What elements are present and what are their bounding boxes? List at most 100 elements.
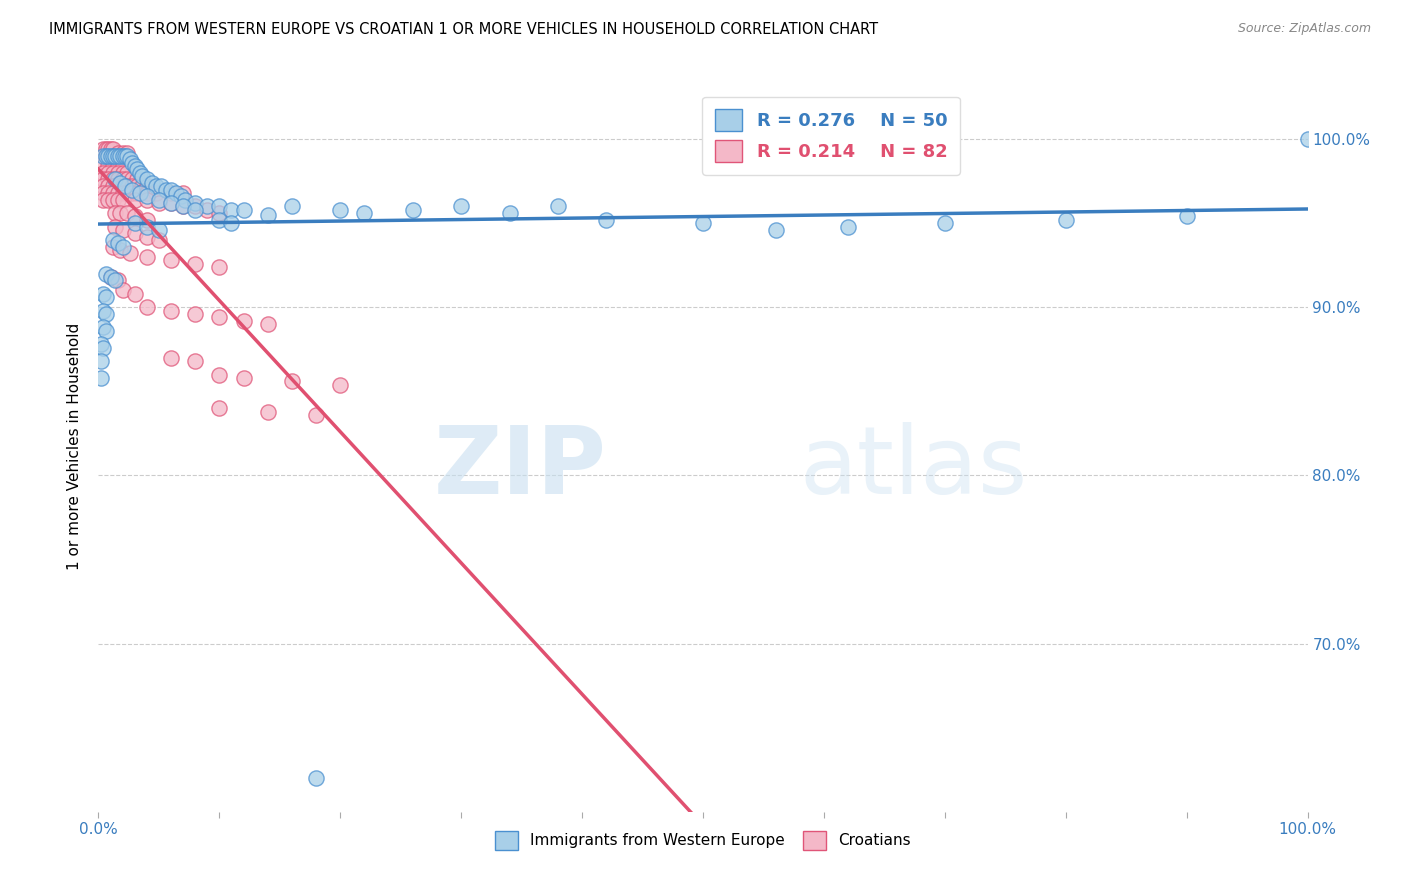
Point: [108, 206, 131, 220]
Point: [97, 166, 120, 180]
Point: [305, 771, 328, 785]
Point: [104, 273, 127, 287]
Point: [281, 199, 304, 213]
Point: [131, 179, 153, 194]
Point: [148, 233, 170, 247]
Point: [94, 267, 117, 281]
Point: [100, 142, 122, 156]
Y-axis label: 1 or more Vehicles in Household: 1 or more Vehicles in Household: [67, 322, 83, 570]
Point: [90, 337, 112, 351]
Point: [94, 307, 117, 321]
Text: ZIP: ZIP: [433, 422, 606, 514]
Point: [232, 314, 254, 328]
Point: [934, 216, 956, 230]
Point: [111, 145, 134, 160]
Point: [104, 153, 127, 167]
Point: [1296, 132, 1319, 146]
Point: [91, 172, 114, 186]
Point: [100, 149, 122, 163]
Point: [111, 172, 134, 186]
Point: [108, 176, 131, 190]
Point: [111, 166, 134, 180]
Point: [184, 196, 207, 211]
Point: [111, 223, 134, 237]
Point: [100, 153, 122, 167]
Point: [150, 179, 173, 194]
Point: [124, 193, 146, 207]
Point: [97, 172, 120, 186]
Point: [114, 153, 136, 167]
Point: [91, 341, 114, 355]
Point: [281, 374, 304, 388]
Point: [97, 159, 120, 173]
Point: [90, 354, 112, 368]
Point: [256, 404, 278, 418]
Point: [135, 219, 157, 234]
Point: [107, 193, 129, 207]
Point: [91, 166, 114, 180]
Point: [124, 216, 146, 230]
Point: [127, 162, 149, 177]
Point: [135, 212, 157, 227]
Point: [450, 199, 472, 213]
Point: [141, 176, 163, 190]
Point: [117, 206, 139, 220]
Point: [128, 166, 150, 180]
Point: [148, 193, 170, 207]
Point: [184, 256, 207, 270]
Point: [111, 149, 134, 163]
Point: [692, 216, 714, 230]
Point: [94, 290, 117, 304]
Point: [135, 172, 157, 186]
Point: [107, 172, 129, 186]
Point: [107, 236, 129, 251]
Point: [1175, 210, 1198, 224]
Point: [118, 246, 141, 260]
Point: [184, 202, 207, 217]
Point: [160, 196, 183, 211]
Point: [135, 179, 157, 194]
Point: [208, 212, 231, 227]
Point: [114, 149, 136, 163]
Point: [148, 196, 170, 211]
Point: [329, 202, 352, 217]
Point: [208, 401, 231, 416]
Point: [91, 320, 114, 334]
Point: [104, 219, 127, 234]
Point: [101, 193, 124, 207]
Point: [160, 186, 183, 200]
Point: [107, 166, 129, 180]
Point: [121, 155, 143, 169]
Point: [184, 307, 207, 321]
Point: [135, 193, 157, 207]
Point: [232, 202, 254, 217]
Text: IMMIGRANTS FROM WESTERN EUROPE VS CROATIAN 1 OR MORE VEHICLES IN HOUSEHOLD CORRE: IMMIGRANTS FROM WESTERN EUROPE VS CROATI…: [49, 22, 879, 37]
Point: [101, 172, 124, 186]
Point: [172, 199, 194, 213]
Point: [108, 149, 131, 163]
Point: [111, 186, 134, 200]
Point: [107, 159, 129, 173]
Point: [595, 212, 617, 227]
Point: [91, 286, 114, 301]
Point: [101, 240, 124, 254]
Point: [117, 166, 139, 180]
Point: [221, 216, 243, 230]
Point: [117, 179, 139, 194]
Point: [104, 206, 127, 220]
Point: [117, 172, 139, 186]
Point: [172, 186, 194, 200]
Point: [135, 189, 157, 203]
Point: [155, 183, 177, 197]
Point: [91, 193, 114, 207]
Point: [91, 303, 114, 318]
Point: [97, 142, 120, 156]
Point: [208, 206, 231, 220]
Point: [124, 210, 146, 224]
Point: [107, 186, 129, 200]
Point: [111, 240, 134, 254]
Point: [127, 179, 149, 194]
Point: [94, 153, 117, 167]
Point: [108, 243, 131, 257]
Point: [91, 142, 114, 156]
